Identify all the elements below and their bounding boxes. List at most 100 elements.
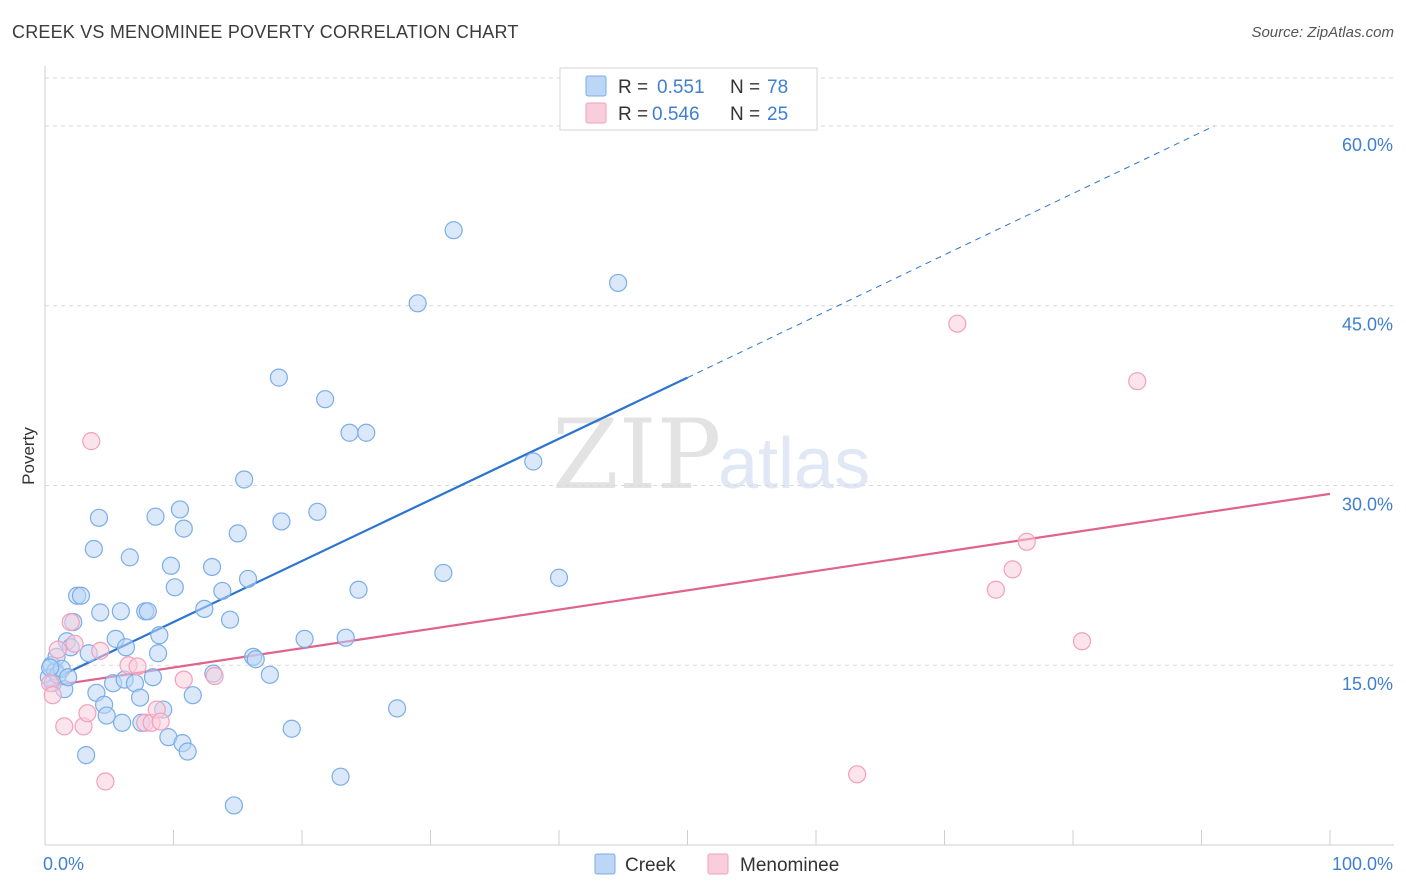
creek-point <box>138 602 157 621</box>
creek-point <box>387 699 407 718</box>
stats-legend: R = 0.551 N = 78 R = 0.546 N = 25 <box>559 67 818 131</box>
creek-point <box>308 502 327 521</box>
menominee-point <box>65 634 84 653</box>
menominee-n-value: 25 <box>767 104 788 125</box>
creek-point <box>282 719 301 738</box>
creek-point <box>272 512 291 531</box>
creek-point <box>174 519 193 538</box>
menominee-point <box>205 666 224 686</box>
creek-point <box>146 507 165 526</box>
menominee-point <box>174 670 193 689</box>
watermark-zip: ZIP <box>552 399 721 511</box>
menominee-point <box>96 772 115 791</box>
creek-point <box>340 423 359 442</box>
y-tick-label: 45.0% <box>1342 315 1393 335</box>
x-tick-label-min: 0.0% <box>43 854 84 874</box>
menominee-point <box>848 765 867 784</box>
x-tick-label-max: 100.0% <box>1332 854 1393 874</box>
menominee-point <box>986 580 1006 599</box>
creek-point <box>130 688 150 707</box>
chart-title: CREEK VS MENOMINEE POVERTY CORRELATION C… <box>12 22 519 42</box>
creek-point <box>269 368 288 387</box>
creek-point <box>408 294 427 313</box>
creek-point <box>235 470 254 489</box>
menominee-point <box>128 657 147 676</box>
menominee-point <box>55 717 74 736</box>
creek-point <box>316 390 335 409</box>
creek-point <box>213 581 232 601</box>
source-credit: Source: ZipAtlas.com <box>1251 24 1394 41</box>
menominee-n-label: N = <box>730 104 760 125</box>
creek-point <box>143 668 163 687</box>
legend-creek-swatch <box>594 853 616 875</box>
legend-menominee-label: Menominee <box>740 855 839 876</box>
menominee-point <box>43 686 62 705</box>
creek-point <box>165 578 184 597</box>
creek-n-value: 78 <box>767 77 788 98</box>
creek-point <box>224 796 243 815</box>
creek-point <box>202 557 222 577</box>
menominee-point <box>151 712 170 731</box>
y-tick-label: 60.0% <box>1342 135 1393 155</box>
y-tick-label: 15.0% <box>1342 674 1393 694</box>
menominee-swatch <box>585 102 607 124</box>
axes <box>44 66 1394 846</box>
creek-point <box>112 713 132 732</box>
creek-point <box>89 508 109 527</box>
creek-point <box>97 706 116 725</box>
creek-point <box>77 746 96 765</box>
legend-creek-label: Creek <box>625 855 676 876</box>
creek-point <box>434 563 453 583</box>
series-legend: Creek Menominee <box>594 853 839 876</box>
creek-point <box>195 599 214 619</box>
creek-point <box>349 580 368 599</box>
creek-trend-extension <box>687 125 1215 379</box>
creek-r-value: 0.551 <box>657 77 705 98</box>
data-points <box>39 221 1147 815</box>
tick-labels: 15.0% 30.0% 45.0% 60.0% 0.0% 100.0% <box>43 135 1393 874</box>
creek-point <box>91 603 110 622</box>
creek-point <box>524 452 543 471</box>
creek-point <box>161 556 181 575</box>
creek-point <box>220 610 240 629</box>
creek-point <box>41 658 60 677</box>
menominee-point <box>1072 632 1092 651</box>
menominee-point <box>91 641 110 660</box>
creek-point <box>331 767 350 786</box>
creek-point <box>609 273 628 293</box>
watermark-atlas: atlas <box>718 424 870 504</box>
creek-point <box>150 626 169 645</box>
creek-point <box>357 423 376 442</box>
creek-point <box>178 742 197 761</box>
menominee-point <box>1017 532 1036 551</box>
menominee-point <box>1003 560 1022 579</box>
legend-menominee-swatch <box>707 853 729 875</box>
menominee-point <box>48 640 67 659</box>
menominee-point <box>1128 372 1147 391</box>
creek-point <box>183 686 202 705</box>
creek-point <box>336 628 355 647</box>
creek-point <box>71 586 91 605</box>
creek-point <box>246 650 265 669</box>
creek-point <box>148 644 168 663</box>
creek-point <box>116 638 136 657</box>
creek-n-label: N = <box>730 77 760 98</box>
creek-trend-line <box>44 376 688 685</box>
creek-point <box>295 629 314 648</box>
creek-point <box>228 524 247 543</box>
creek-point <box>549 568 569 587</box>
creek-point <box>238 569 258 589</box>
menominee-point <box>82 432 101 451</box>
creek-point <box>120 548 139 567</box>
creek-swatch <box>585 75 607 97</box>
creek-point <box>84 539 103 559</box>
creek-point <box>59 668 78 687</box>
creek-r-label: R = <box>618 77 648 98</box>
creek-point <box>170 500 190 519</box>
y-tick-label: 30.0% <box>1342 494 1393 514</box>
creek-point <box>111 602 130 621</box>
menominee-point <box>78 704 97 723</box>
menominee-r-label: R = <box>618 104 648 125</box>
y-axis-title: Poverty <box>19 427 38 485</box>
